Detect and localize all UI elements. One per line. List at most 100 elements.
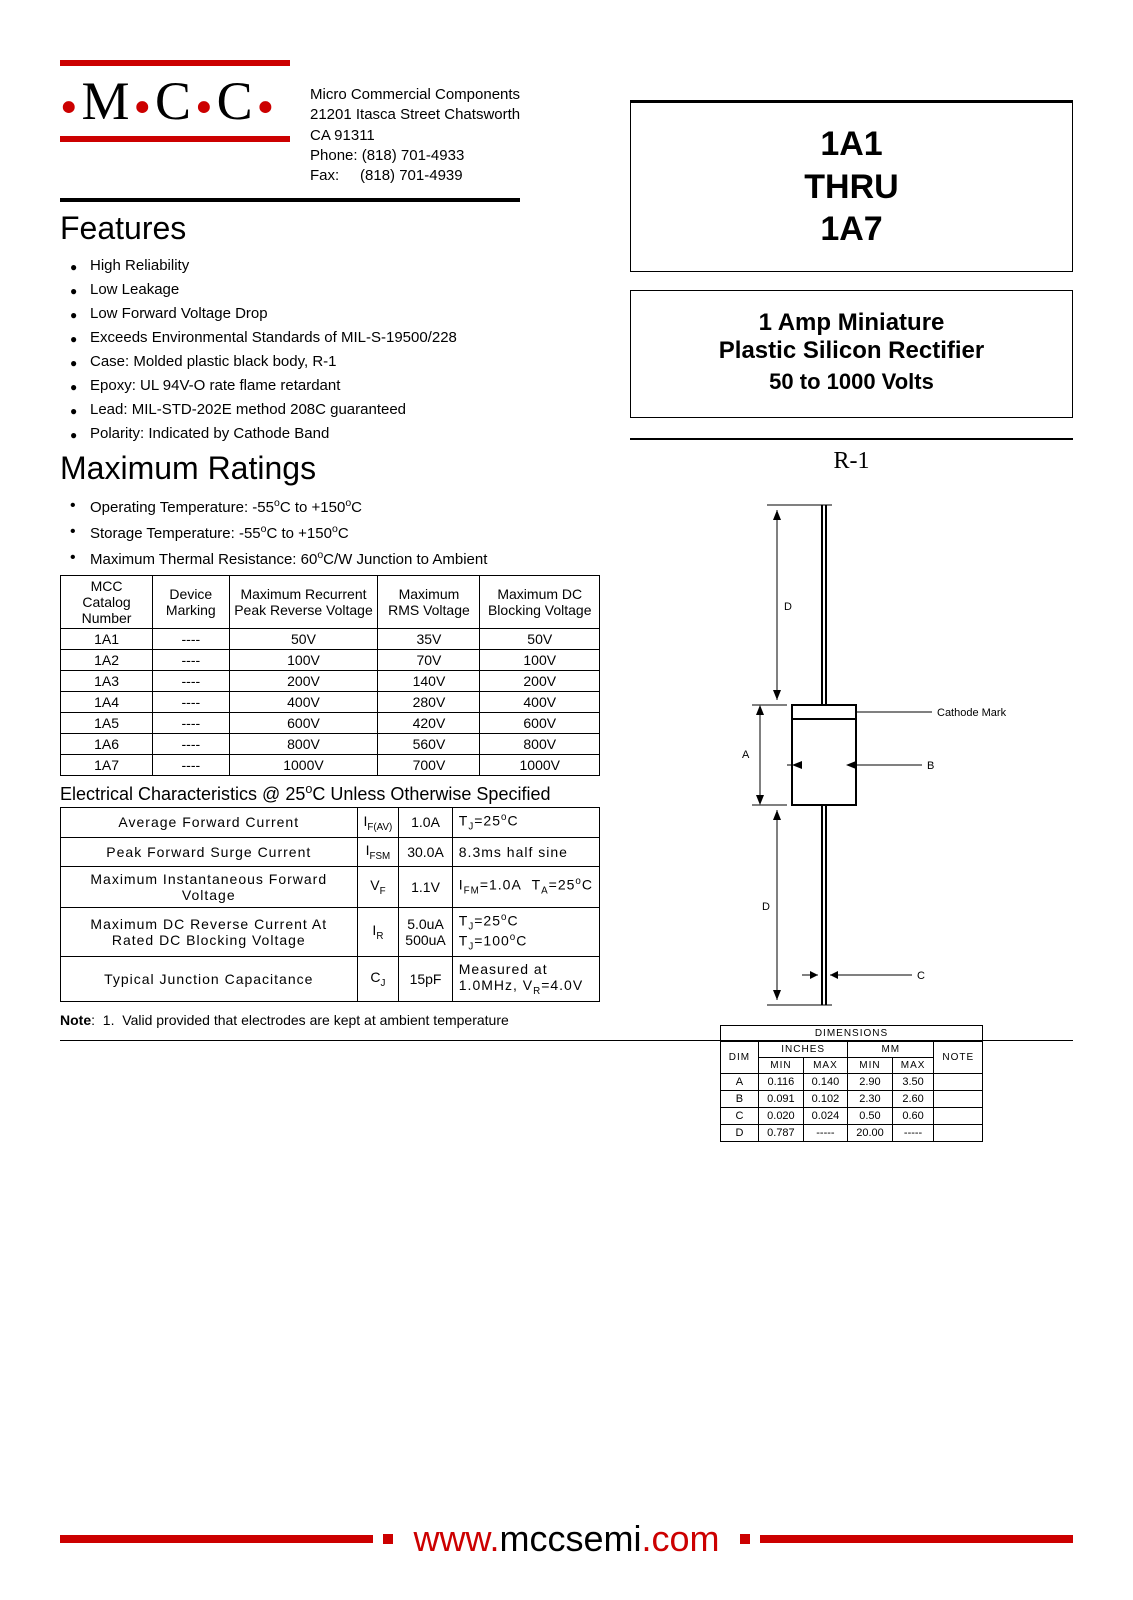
table-row: 1A7----1000V700V1000V — [61, 755, 600, 776]
ratings-table: MCC Catalog Number Device Marking Maximu… — [60, 575, 600, 776]
ratings-header-row: MCC Catalog Number Device Marking Maximu… — [61, 576, 600, 629]
table-row: B0.0910.1022.302.60 — [720, 1090, 982, 1107]
maxrating-item: Operating Temperature: -55oC to +150oC — [70, 497, 600, 516]
table-row: Maximum DC Reverse Current At Rated DC B… — [61, 907, 600, 957]
elec-char-heading: Electrical Characteristics @ 25oC Unless… — [60, 782, 600, 805]
table-row: A0.1160.1402.903.50 — [720, 1073, 982, 1090]
elec-val: 15pF — [399, 957, 452, 1002]
company-addr2: CA 91311 — [310, 126, 520, 146]
desc-line1: 1 Amp Miniature — [641, 309, 1062, 337]
elec-name: Typical Junction Capacitance — [61, 957, 358, 1002]
logo-letter: C — [217, 71, 257, 131]
dims-inches: INCHES — [759, 1041, 848, 1057]
note: Note: 1. Valid provided that electrodes … — [60, 1012, 600, 1028]
elec-sym: IR — [357, 907, 399, 957]
table-row: 1A5----600V420V600V — [61, 713, 600, 734]
ratings-header: Maximum Recurrent Peak Reverse Voltage — [229, 576, 378, 629]
feature-item: High Reliability — [70, 257, 600, 274]
table-row: 1A3----200V140V200V — [61, 671, 600, 692]
logo-row: •M•C•C• Micro Commercial Components 2120… — [60, 60, 600, 186]
feature-item: Exceeds Environmental Standards of MIL-S… — [70, 329, 600, 346]
company-name: Micro Commercial Components — [310, 85, 520, 105]
feature-item: Epoxy: UL 94V-O rate flame retardant — [70, 377, 600, 394]
elec-sym: IFSM — [357, 837, 399, 866]
dim-label-a: A — [742, 749, 750, 761]
table-row: D0.787-----20.00----- — [720, 1124, 982, 1141]
elec-cond: IFM=1.0A TA=25oC — [452, 866, 599, 907]
maxrating-item: Storage Temperature: -55oC to +150oC — [70, 523, 600, 542]
elec-cond: Measured at1.0MHz, VR=4.0V — [452, 957, 599, 1002]
table-row: 1A4----400V280V400V — [61, 692, 600, 713]
elec-val: 5.0uA500uA — [399, 907, 452, 957]
elec-name: Peak Forward Surge Current — [61, 837, 358, 866]
desc-line3: 50 to 1000 Volts — [641, 369, 1062, 395]
feature-item: Low Forward Voltage Drop — [70, 305, 600, 322]
part-line3: 1A7 — [641, 208, 1062, 251]
address-block: Micro Commercial Components 21201 Itasca… — [310, 85, 520, 186]
feature-item: Lead: MIL-STD-202E method 208C guarantee… — [70, 401, 600, 418]
elec-val: 30.0A — [399, 837, 452, 866]
footer-bar-left — [60, 1535, 373, 1543]
ratings-header: Maximum DC Blocking Voltage — [480, 576, 600, 629]
footer: www.mccsemi.com — [60, 1518, 1073, 1560]
elec-name: Average Forward Current — [61, 808, 358, 837]
feature-item: Case: Molded plastic black body, R-1 — [70, 353, 600, 370]
dims-dim-col: DIM — [720, 1041, 758, 1073]
desc-line2: Plastic Silicon Rectifier — [641, 337, 1062, 365]
footer-square-icon — [740, 1534, 750, 1544]
package-diagram: D Cathode Mark A B — [662, 485, 1042, 1025]
maxratings-heading: Maximum Ratings — [60, 450, 600, 487]
table-row: Typical Junction Capacitance CJ 15pF Mea… — [61, 957, 600, 1002]
elec-name: Maximum Instantaneous Forward Voltage — [61, 866, 358, 907]
package-title: R-1 — [630, 448, 1073, 475]
part-line1: 1A1 — [641, 123, 1062, 166]
dims-mm: MM — [848, 1041, 934, 1057]
package-area: R-1 D Cathode Mark — [630, 438, 1073, 1142]
features-heading: Features — [60, 210, 600, 247]
feature-item: Low Leakage — [70, 281, 600, 298]
company-addr1: 21201 Itasca Street Chatsworth — [310, 105, 520, 125]
logo-text: •M•C•C• — [60, 66, 290, 136]
footer-url: www.mccsemi.com — [403, 1518, 729, 1560]
elec-val: 1.1V — [399, 866, 452, 907]
ratings-header: Maximum RMS Voltage — [378, 576, 480, 629]
company-fax: Fax: (818) 701-4939 — [310, 166, 520, 186]
elec-val: 1.0A — [399, 808, 452, 837]
dim-label-d: D — [784, 601, 792, 613]
elec-name: Maximum DC Reverse Current At Rated DC B… — [61, 907, 358, 957]
company-phone: Phone: (818) 701-4933 — [310, 146, 520, 166]
maxrating-item: Maximum Thermal Resistance: 60oC/W Junct… — [70, 549, 600, 568]
left-column: •M•C•C• Micro Commercial Components 2120… — [60, 60, 600, 1142]
right-column: 1A1 THRU 1A7 1 Amp Miniature Plastic Sil… — [630, 60, 1073, 1142]
part-line2: THRU — [641, 166, 1062, 209]
elec-cond: TJ=25oC — [452, 808, 599, 837]
elec-cond: TJ=25oCTJ=100oC — [452, 907, 599, 957]
feature-item: Polarity: Indicated by Cathode Band — [70, 425, 600, 442]
cathode-mark-label: Cathode Mark — [937, 707, 1007, 719]
table-row: 1A2----100V70V100V — [61, 650, 600, 671]
table-row: C0.0200.0240.500.60 — [720, 1107, 982, 1124]
maxratings-list: Operating Temperature: -55oC to +150oC S… — [60, 497, 600, 568]
dim-label-b: B — [927, 760, 934, 772]
features-list: High Reliability Low Leakage Low Forward… — [60, 257, 600, 442]
dims-title: DIMENSIONS — [720, 1025, 982, 1041]
elec-sym: CJ — [357, 957, 399, 1002]
logo-letter: M — [82, 71, 134, 131]
footer-square-icon — [383, 1534, 393, 1544]
logo-bottom-bar — [60, 136, 290, 142]
ratings-header: MCC Catalog Number — [61, 576, 153, 629]
table-row: 1A1----50V35V50V — [61, 629, 600, 650]
elec-table: Average Forward Current IF(AV) 1.0A TJ=2… — [60, 807, 600, 1002]
part-number-box: 1A1 THRU 1A7 — [630, 100, 1073, 272]
footer-bar-right — [760, 1535, 1073, 1543]
dimensions-table: DIMENSIONS DIM INCHES MM NOTE MINMAX MIN… — [720, 1025, 983, 1142]
elec-sym: IF(AV) — [357, 808, 399, 837]
dims-note-col: NOTE — [934, 1041, 983, 1073]
logo: •M•C•C• — [60, 60, 290, 142]
logo-dot-icon: • — [60, 79, 82, 135]
logo-letter: C — [155, 71, 195, 131]
logo-dot-icon: • — [195, 79, 217, 135]
description-box: 1 Amp Miniature Plastic Silicon Rectifie… — [630, 290, 1073, 418]
dim-label-c: C — [917, 970, 925, 982]
table-row: Maximum Instantaneous Forward Voltage VF… — [61, 866, 600, 907]
